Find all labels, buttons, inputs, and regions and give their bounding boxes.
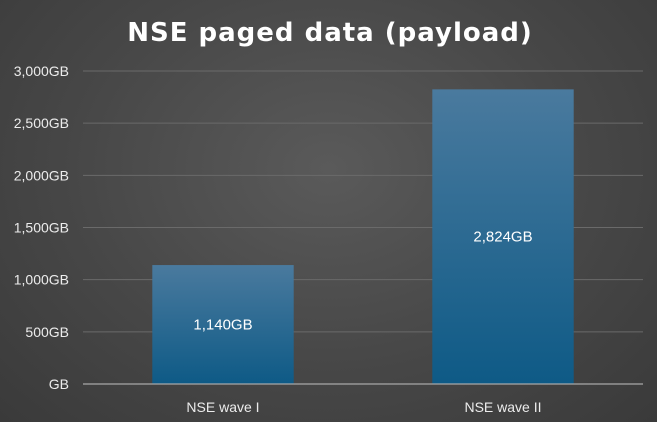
bars: [152, 89, 574, 384]
y-axis-tick-labels: GB 500GB 1,000GB 1,500GB 2,000GB 2,500GB 3,000…: [14, 63, 69, 392]
y-tick-label: 1,000GB: [14, 272, 69, 288]
y-tick-label: 1,500GB: [14, 220, 69, 236]
bar: [152, 265, 294, 384]
y-tick-label: 2,000GB: [14, 167, 69, 183]
y-tick-label: GB: [49, 376, 69, 392]
x-category-label: NSE wave I: [186, 399, 259, 415]
bar-data-label: 2,824GB: [473, 229, 532, 246]
y-tick-label: 3,000GB: [14, 63, 69, 79]
x-axis-category-labels: NSE wave I NSE wave II: [186, 399, 541, 415]
y-tick-label: 500GB: [25, 324, 69, 340]
data-labels: 1,140GB 2,824GB: [193, 229, 532, 334]
y-tick-label: 2,500GB: [14, 115, 69, 131]
chart-title: NSE paged data (payload): [127, 18, 533, 48]
bar-data-label: 1,140GB: [193, 317, 252, 334]
x-category-label: NSE wave II: [464, 399, 541, 415]
bar: [432, 89, 574, 384]
